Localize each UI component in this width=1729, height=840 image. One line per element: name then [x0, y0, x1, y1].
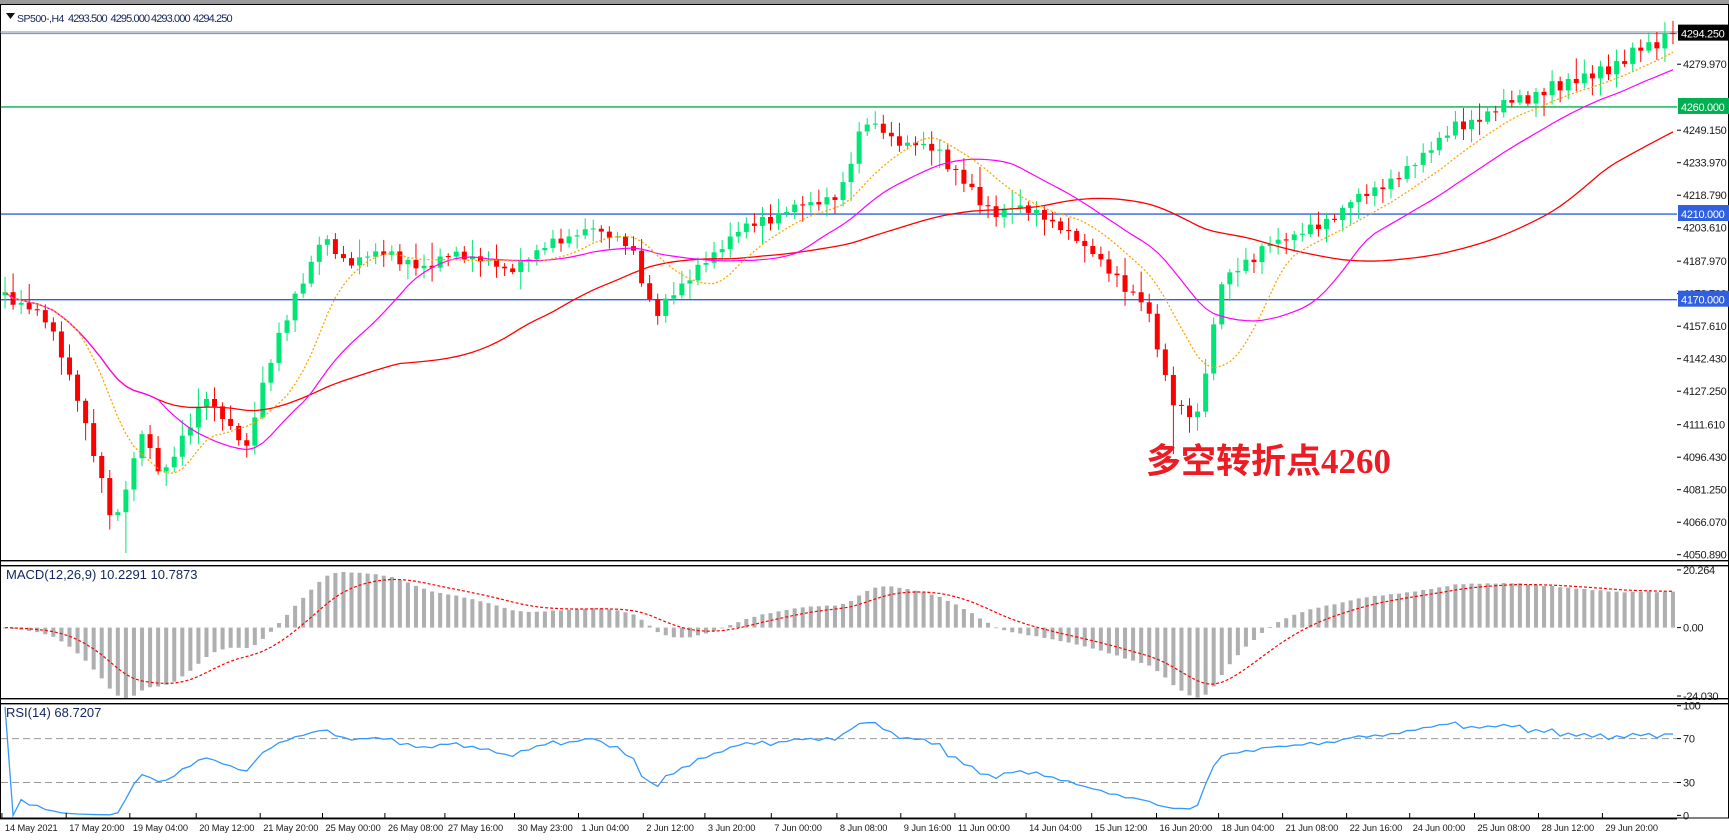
- svg-text:20.264: 20.264: [1683, 565, 1715, 577]
- svg-text:27 May 16:00: 27 May 16:00: [448, 823, 503, 833]
- svg-text:4187.970: 4187.970: [1683, 256, 1727, 268]
- svg-text:RSI(14) 68.7207: RSI(14) 68.7207: [6, 705, 101, 720]
- svg-text:22 Jun 16:00: 22 Jun 16:00: [1350, 823, 1403, 833]
- svg-text:4293.000: 4293.000: [151, 13, 190, 25]
- svg-text:4142.430: 4142.430: [1683, 354, 1727, 366]
- svg-text:24 Jun 00:00: 24 Jun 00:00: [1413, 823, 1466, 833]
- svg-text:4294.250: 4294.250: [193, 13, 232, 25]
- svg-text:11 Jun 00:00: 11 Jun 00:00: [958, 823, 1010, 833]
- svg-text:4210.000: 4210.000: [1681, 209, 1725, 221]
- svg-text:4203.610: 4203.610: [1683, 223, 1727, 235]
- svg-text:30: 30: [1683, 777, 1695, 789]
- svg-text:21 May 20:00: 21 May 20:00: [263, 823, 318, 833]
- svg-text:4081.250: 4081.250: [1683, 485, 1727, 497]
- svg-text:15 Jun 12:00: 15 Jun 12:00: [1095, 823, 1148, 833]
- svg-text:14 May 2021: 14 May 2021: [5, 823, 58, 833]
- svg-text:25 May 00:00: 25 May 00:00: [326, 823, 381, 833]
- svg-text:17 May 20:00: 17 May 20:00: [69, 823, 124, 833]
- svg-text:26 May 08:00: 26 May 08:00: [388, 823, 443, 833]
- svg-text:1 Jun 04:00: 1 Jun 04:00: [582, 823, 630, 833]
- svg-text:4111.610: 4111.610: [1683, 420, 1725, 432]
- svg-text:MACD(12,26,9) 10.2291 10.7873: MACD(12,26,9) 10.2291 10.7873: [6, 567, 198, 582]
- svg-text:8 Jun 08:00: 8 Jun 08:00: [840, 823, 888, 833]
- svg-text:4249.150: 4249.150: [1683, 125, 1727, 137]
- svg-text:25 Jun 08:00: 25 Jun 08:00: [1478, 823, 1531, 833]
- svg-text:4050.890: 4050.890: [1683, 550, 1727, 562]
- svg-text:7 Jun 00:00: 7 Jun 00:00: [774, 823, 822, 833]
- svg-text:4279.970: 4279.970: [1683, 59, 1727, 71]
- svg-text:4295.000: 4295.000: [111, 13, 150, 25]
- svg-text:0.00: 0.00: [1683, 623, 1703, 635]
- svg-text:30 May 23:00: 30 May 23:00: [518, 823, 573, 833]
- svg-text:4096.430: 4096.430: [1683, 452, 1727, 464]
- svg-text:4170.000: 4170.000: [1681, 295, 1725, 307]
- svg-text:18 Jun 04:00: 18 Jun 04:00: [1222, 823, 1275, 833]
- svg-text:20 May 12:00: 20 May 12:00: [199, 823, 254, 833]
- svg-text:14 Jun 04:00: 14 Jun 04:00: [1029, 823, 1082, 833]
- svg-text:4233.970: 4233.970: [1683, 158, 1727, 170]
- svg-text:21 Jun 08:00: 21 Jun 08:00: [1286, 823, 1339, 833]
- svg-text:4294.250: 4294.250: [1681, 29, 1725, 41]
- svg-text:SP500-,H4: SP500-,H4: [17, 13, 65, 25]
- svg-text:19 May 04:00: 19 May 04:00: [133, 823, 188, 833]
- svg-text:0: 0: [1683, 810, 1689, 822]
- svg-text:29 Jun 20:00: 29 Jun 20:00: [1605, 823, 1658, 833]
- svg-text:2 Jun 12:00: 2 Jun 12:00: [646, 823, 694, 833]
- svg-text:4260.000: 4260.000: [1681, 102, 1725, 114]
- svg-text:100: 100: [1683, 701, 1701, 713]
- svg-text:9 Jun 16:00: 9 Jun 16:00: [904, 823, 952, 833]
- svg-text:4218.790: 4218.790: [1683, 190, 1727, 202]
- svg-text:4157.610: 4157.610: [1683, 321, 1727, 333]
- svg-text:28 Jun 12:00: 28 Jun 12:00: [1542, 823, 1595, 833]
- svg-text:4127.250: 4127.250: [1683, 386, 1727, 398]
- svg-text:3 Jun 20:00: 3 Jun 20:00: [708, 823, 756, 833]
- svg-text:4293.500: 4293.500: [68, 13, 107, 25]
- svg-text:4066.070: 4066.070: [1683, 517, 1727, 529]
- svg-text:16 Jun 20:00: 16 Jun 20:00: [1160, 823, 1213, 833]
- svg-text:70: 70: [1683, 734, 1695, 746]
